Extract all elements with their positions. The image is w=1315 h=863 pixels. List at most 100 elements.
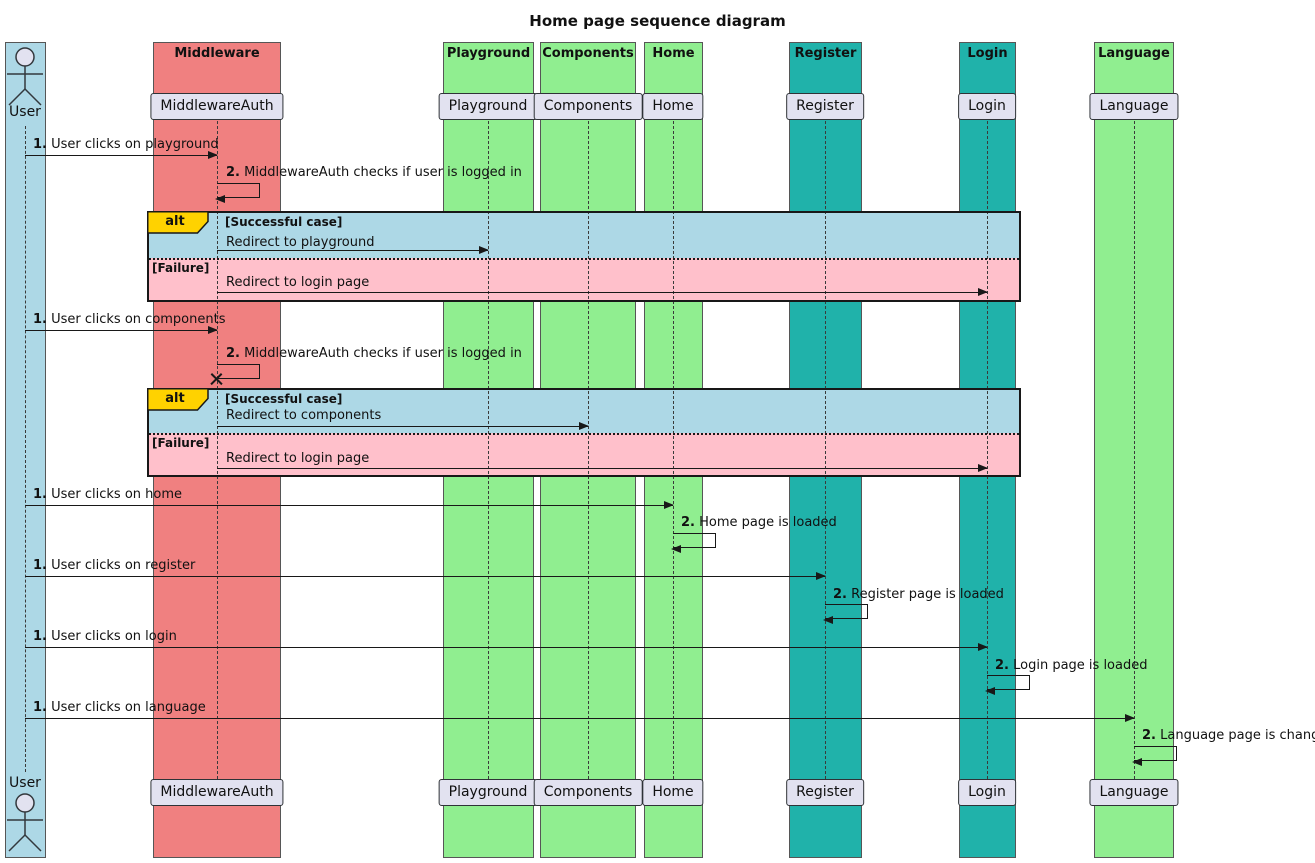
lifeline-middlewareauth <box>217 121 218 779</box>
diagram-title: Home page sequence diagram <box>529 12 786 30</box>
x-arrowhead-icon <box>209 371 224 386</box>
message-number: 2. <box>1142 728 1156 743</box>
lifeline-components <box>588 121 589 779</box>
message-arrow <box>25 572 826 580</box>
alt2-failure-section <box>147 433 1021 477</box>
participant-login-top: Login <box>958 93 1016 120</box>
lifeline-login <box>987 121 988 779</box>
lane-header-register: Register <box>794 46 857 61</box>
lifeline-register <box>825 121 826 779</box>
message-arrow <box>217 422 589 430</box>
message-label: 1. User clicks on components <box>33 312 226 327</box>
message-arrow <box>217 246 489 254</box>
arrowhead-right-icon <box>978 288 988 296</box>
participant-login-bottom: Login <box>958 779 1016 806</box>
message-number: 1. <box>33 629 47 644</box>
guard-label: [Failure] <box>152 261 210 275</box>
message-label: 2. Register page is loaded <box>833 587 1004 602</box>
message-number: 1. <box>33 558 47 573</box>
alt-frame-2: alt [Successful case] Redirect to compon… <box>147 388 1021 477</box>
arrowhead-right-icon <box>978 464 988 472</box>
alt-divider <box>149 258 1019 260</box>
participant-home-bottom: Home <box>642 779 704 806</box>
message-label: 1. User clicks on register <box>33 558 196 573</box>
lifeline-language <box>1134 121 1135 779</box>
message-label: 2. Home page is loaded <box>681 515 837 530</box>
message-label: Redirect to login page <box>226 451 370 466</box>
message-label: 1. User clicks on language <box>33 700 206 715</box>
participant-components-bottom: Components <box>533 779 643 806</box>
guard-label: [Successful case] <box>225 392 343 406</box>
message-number: 2. <box>226 346 240 361</box>
participant-middlewareauth-bottom: MiddlewareAuth <box>150 779 284 806</box>
self-message-loop <box>215 183 260 203</box>
message-label: 1. User clicks on playground <box>33 137 219 152</box>
alt-divider <box>149 433 1019 435</box>
lane-header-home: Home <box>652 46 695 61</box>
arrowhead-right-icon <box>479 246 489 254</box>
participant-language-top: Language <box>1089 93 1179 120</box>
arrowhead-right-icon <box>579 422 589 430</box>
guard-label: [Failure] <box>152 436 210 450</box>
message-number: 2. <box>226 165 240 180</box>
arrowhead-left-icon <box>1132 757 1142 766</box>
message-label: 2. Language page is changed <box>1142 728 1315 743</box>
participant-playground-top: Playground <box>438 93 538 120</box>
participant-components-top: Components <box>533 93 643 120</box>
message-number: 2. <box>995 658 1009 673</box>
lifeline-user <box>25 126 26 772</box>
message-label: Redirect to components <box>226 408 382 423</box>
message-label: 2. MiddlewareAuth checks if user is logg… <box>226 165 522 180</box>
participant-language-bottom: Language <box>1089 779 1179 806</box>
lane-header-components: Components <box>542 46 634 61</box>
message-arrow <box>217 464 988 472</box>
lane-header-playground: Playground <box>446 46 531 61</box>
participant-register-top: Register <box>786 93 864 120</box>
participant-playground-bottom: Playground <box>438 779 538 806</box>
user-actor-icon <box>7 793 43 852</box>
message-number: 1. <box>33 312 47 327</box>
alt1-failure-section <box>147 258 1021 302</box>
message-number: 2. <box>833 587 847 602</box>
message-arrow <box>25 501 674 509</box>
arrowhead-right-icon <box>978 643 988 651</box>
message-number: 2. <box>681 515 695 530</box>
lifeline-playground <box>488 121 489 779</box>
self-message-loop <box>985 675 1030 695</box>
self-message-loop <box>1132 746 1177 766</box>
participant-register-bottom: Register <box>786 779 864 806</box>
message-label: Redirect to login page <box>226 275 370 290</box>
self-message-loop <box>823 604 868 624</box>
participant-home-top: Home <box>642 93 704 120</box>
arrowhead-right-icon <box>208 151 218 159</box>
self-message-loop <box>217 364 260 379</box>
guard-label: [Successful case] <box>225 215 343 229</box>
message-number: 1. <box>33 700 47 715</box>
actor-label-user-top: User <box>9 104 41 120</box>
message-number: 1. <box>33 487 47 502</box>
message-arrow <box>25 151 218 159</box>
arrowhead-left-icon <box>671 544 681 553</box>
message-arrow <box>217 288 988 296</box>
message-arrow <box>25 326 218 334</box>
lane-header-login: Login <box>967 46 1008 61</box>
user-actor-icon <box>7 47 43 106</box>
alt-frame-1: alt [Successful case] Redirect to playgr… <box>147 211 1021 302</box>
alt-operator-tab <box>147 388 209 411</box>
lane-header-language: Language <box>1098 46 1170 61</box>
participant-middlewareauth-top: MiddlewareAuth <box>150 93 284 120</box>
arrowhead-right-icon <box>1125 714 1135 722</box>
alt-operator-label: alt <box>165 391 185 406</box>
lane-header-middleware: Middleware <box>174 46 260 61</box>
message-label: Redirect to playground <box>226 235 375 250</box>
arrowhead-left-icon <box>823 615 833 624</box>
lifeline-home <box>673 121 674 779</box>
alt-operator-tab <box>147 211 209 234</box>
arrowhead-left-icon <box>215 194 225 203</box>
message-arrow <box>25 643 988 651</box>
message-label: 1. User clicks on home <box>33 487 183 502</box>
alt-operator-label: alt <box>165 214 185 229</box>
self-message-loop <box>671 533 716 553</box>
arrowhead-right-icon <box>208 326 218 334</box>
